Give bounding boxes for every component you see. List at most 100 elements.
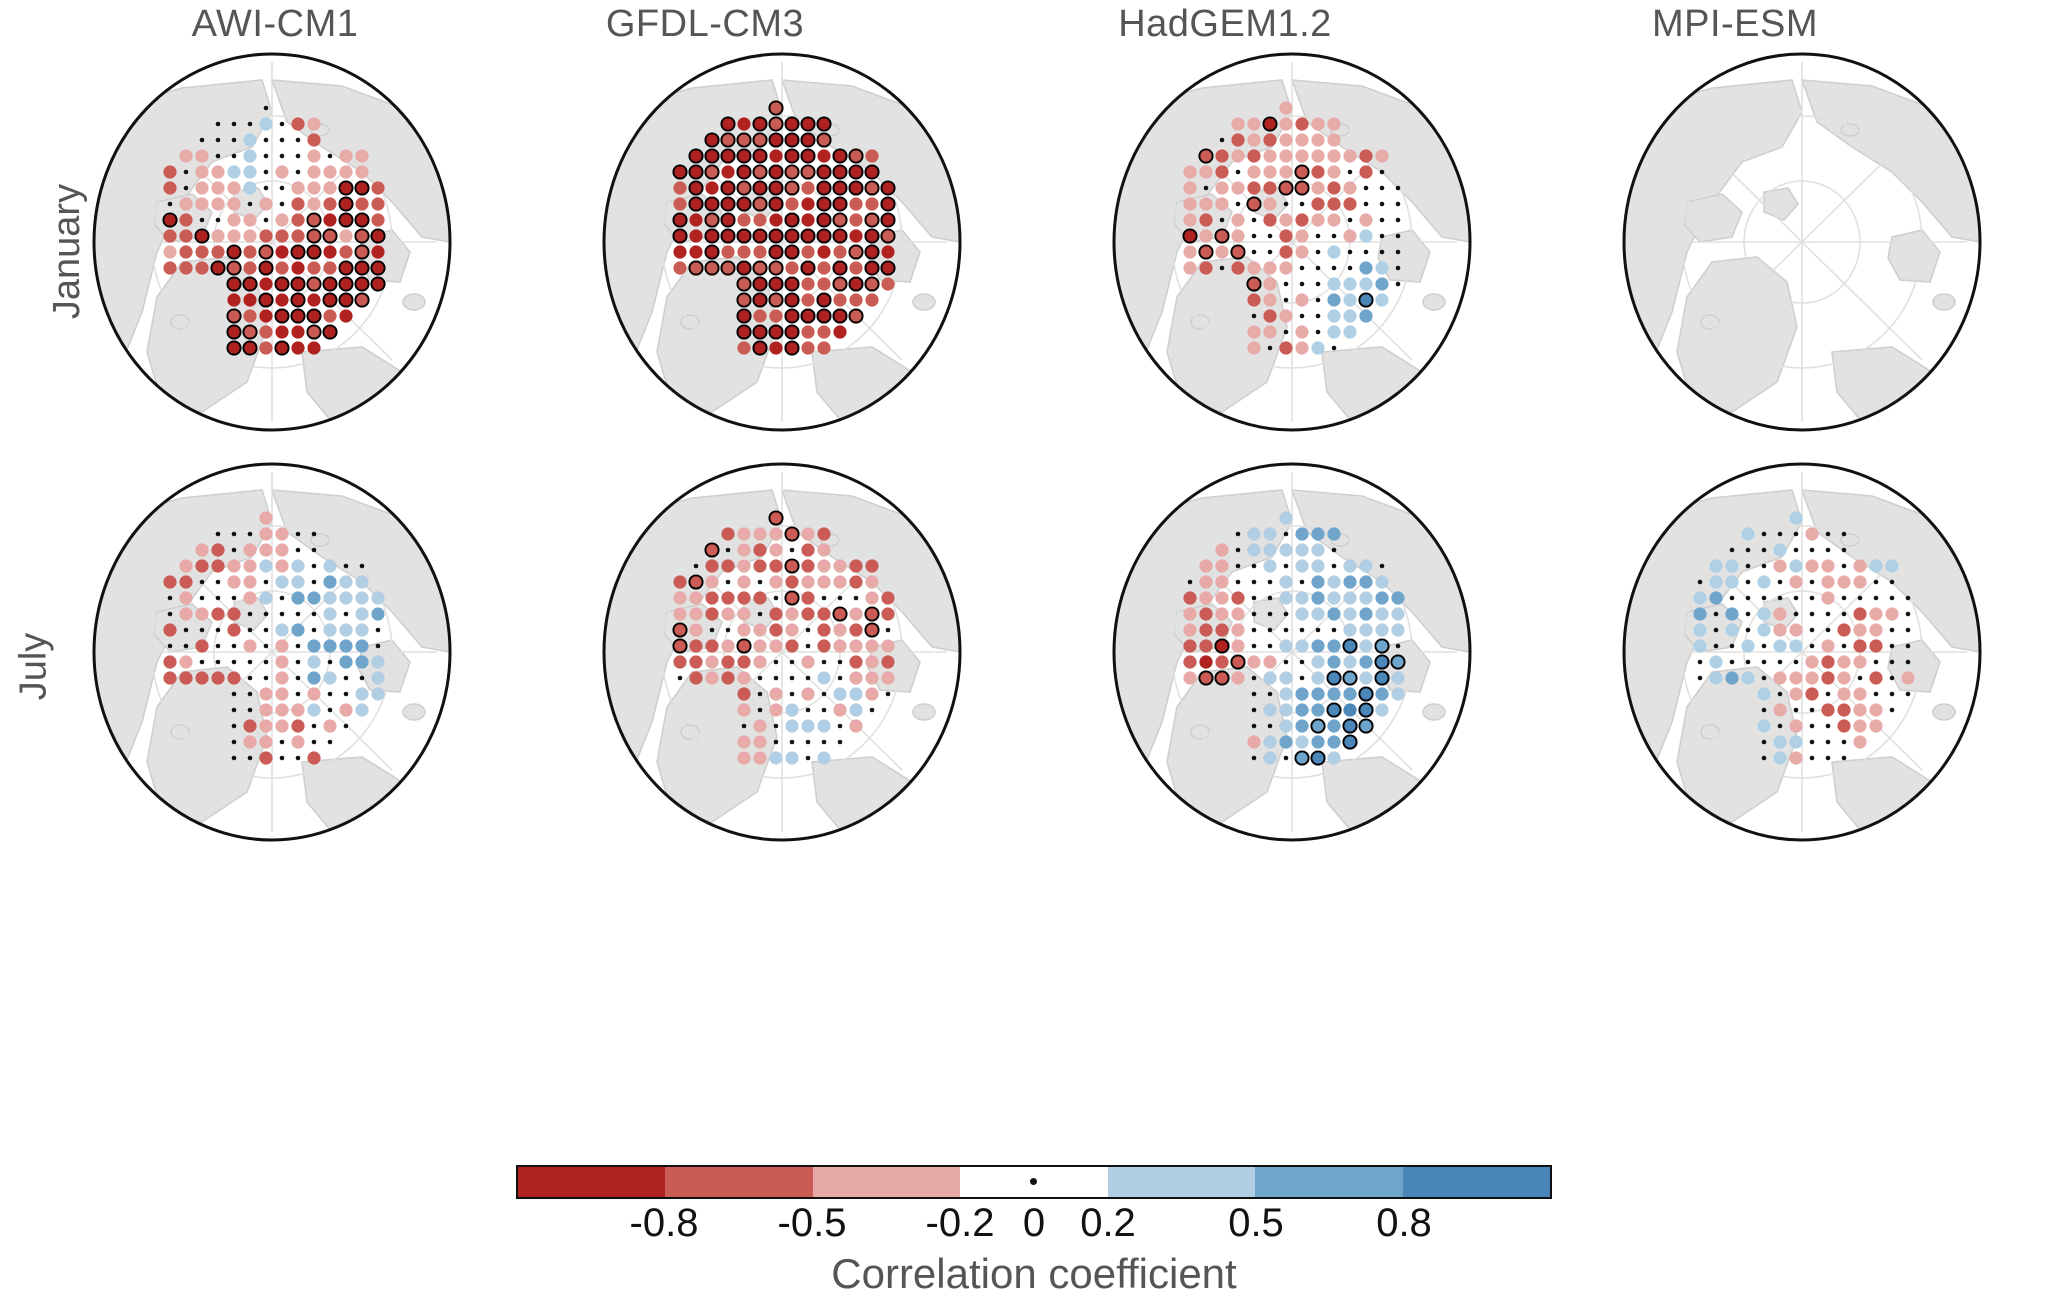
data-dot-near-zero xyxy=(1299,281,1305,287)
data-dot xyxy=(753,309,767,323)
data-dot xyxy=(769,575,783,589)
data-dot xyxy=(1327,293,1341,307)
data-dot-significant xyxy=(864,606,880,622)
data-dot xyxy=(1295,719,1309,733)
data-dot-near-zero xyxy=(1347,249,1353,255)
data-dot-near-zero xyxy=(295,659,301,665)
data-dot xyxy=(737,735,751,749)
data-dot-near-zero xyxy=(757,611,763,617)
data-dot-near-zero xyxy=(837,595,843,601)
data-dot-near-zero xyxy=(1267,611,1273,617)
data-dot-significant xyxy=(816,164,832,180)
data-dot xyxy=(243,639,257,653)
data-dot-near-zero xyxy=(1331,345,1337,351)
data-dot xyxy=(1343,591,1357,605)
data-dot-significant xyxy=(864,180,880,196)
map-panel-july-awi-cm1 xyxy=(62,462,482,842)
data-dot-significant xyxy=(880,180,896,196)
data-dot-near-zero xyxy=(215,137,221,143)
data-dot xyxy=(371,607,385,621)
data-dot-near-zero xyxy=(1697,659,1703,665)
data-dot xyxy=(817,559,831,573)
data-dot-significant xyxy=(688,196,704,212)
data-dot-near-zero xyxy=(1299,579,1305,585)
data-dot xyxy=(1375,277,1389,291)
data-dot xyxy=(1279,149,1293,163)
data-dot xyxy=(1789,623,1803,637)
graticule xyxy=(617,62,947,422)
data-dot-significant xyxy=(720,228,736,244)
data-dot-significant xyxy=(880,196,896,212)
data-dot xyxy=(195,181,209,195)
data-dot-near-zero xyxy=(167,201,173,207)
data-dot xyxy=(1183,213,1197,227)
data-dot-significant xyxy=(290,292,306,308)
data-dot-near-zero xyxy=(1857,595,1863,601)
data-dot-significant xyxy=(306,244,322,260)
data-dot xyxy=(1183,639,1197,653)
data-dot xyxy=(323,165,337,179)
data-dot xyxy=(1231,117,1245,131)
data-dot xyxy=(753,591,767,605)
data-dot xyxy=(211,671,225,685)
data-dot xyxy=(1869,703,1883,717)
data-dot xyxy=(1327,655,1341,669)
data-dot xyxy=(1693,591,1707,605)
data-dot-significant xyxy=(1358,292,1374,308)
data-dot xyxy=(849,703,863,717)
data-dot xyxy=(1391,671,1405,685)
colorbar-tick-0.2: 0.2 xyxy=(1080,1201,1136,1246)
data-dot xyxy=(1199,229,1213,243)
row-label-july: July xyxy=(0,633,60,701)
data-dot xyxy=(785,575,799,589)
data-dot xyxy=(1343,181,1357,195)
data-dot-near-zero xyxy=(1251,563,1257,569)
data-dot xyxy=(1279,133,1293,147)
data-dot xyxy=(1327,245,1341,259)
data-dot xyxy=(801,527,815,541)
data-dot-near-zero xyxy=(1793,547,1799,553)
data-dot xyxy=(179,559,193,573)
data-dot-near-zero xyxy=(247,201,253,207)
data-dot-significant xyxy=(704,148,720,164)
data-dot-near-zero xyxy=(263,579,269,585)
data-dot xyxy=(259,309,273,323)
data-dot-significant xyxy=(832,228,848,244)
data-dot-near-zero xyxy=(1825,755,1831,761)
data-dot xyxy=(195,543,209,557)
data-dot xyxy=(1215,149,1229,163)
data-dot-significant xyxy=(816,132,832,148)
data-dot-near-zero xyxy=(757,579,763,585)
data-dot-significant xyxy=(752,148,768,164)
data-dot-significant xyxy=(848,180,864,196)
data-dot xyxy=(785,607,799,621)
data-dot xyxy=(865,639,879,653)
data-dot xyxy=(1709,655,1723,669)
colorbar-tick-label: 0.8 xyxy=(1376,1201,1432,1245)
data-dot-near-zero xyxy=(1251,217,1257,223)
data-dot xyxy=(1837,703,1851,717)
data-dot xyxy=(1327,735,1341,749)
data-dot xyxy=(1725,607,1739,621)
data-dot xyxy=(849,623,863,637)
data-dot xyxy=(1247,133,1261,147)
data-dot xyxy=(737,575,751,589)
data-dot xyxy=(785,639,799,653)
data-dot xyxy=(1231,639,1245,653)
data-dot xyxy=(163,655,177,669)
data-dot xyxy=(291,325,305,339)
data-dot-near-zero xyxy=(231,755,237,761)
data-dot-significant xyxy=(752,180,768,196)
data-dot-significant xyxy=(784,340,800,356)
data-dot xyxy=(1279,735,1293,749)
data-dot-significant xyxy=(752,276,768,292)
data-dot xyxy=(737,687,751,701)
graticule xyxy=(1637,62,1967,422)
data-dot xyxy=(371,181,385,195)
data-dot-significant xyxy=(784,292,800,308)
data-dot-significant xyxy=(736,164,752,180)
data-dot-near-zero xyxy=(789,739,795,745)
data-dot xyxy=(1327,687,1341,701)
colorbar-tick-label: -0.5 xyxy=(777,1201,847,1245)
data-dot-near-zero xyxy=(1315,627,1321,633)
